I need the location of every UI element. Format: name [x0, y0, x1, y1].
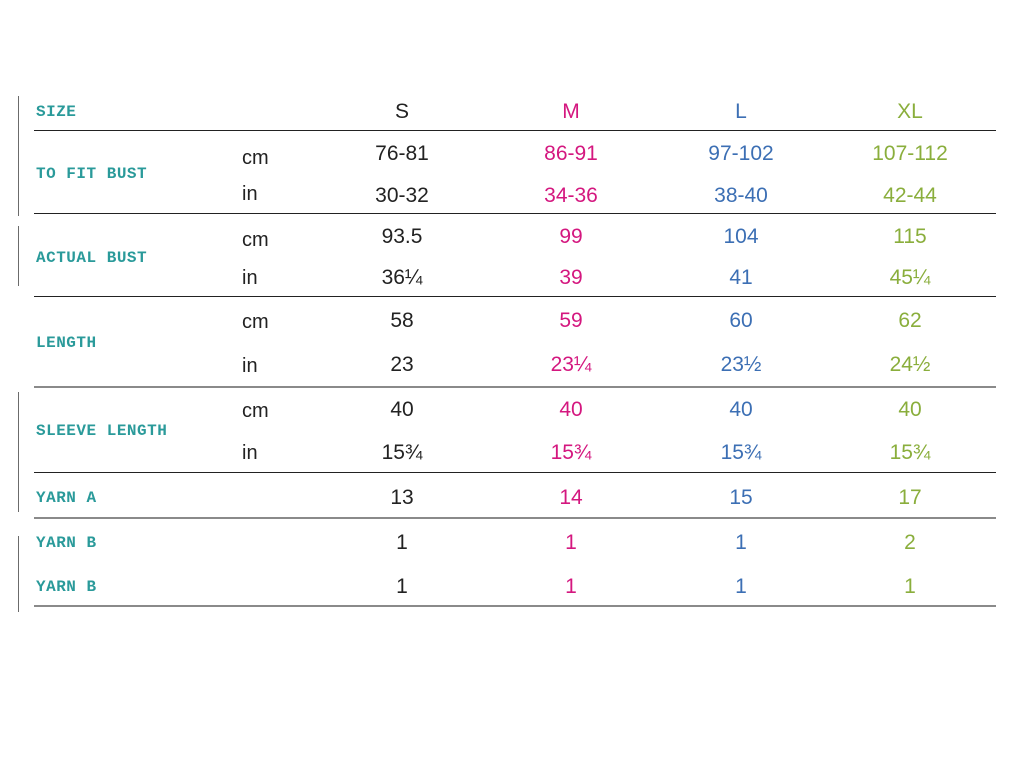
cell: 104	[723, 225, 759, 248]
actual-bust-label: ACTUAL BUST	[36, 249, 148, 267]
cell: 1	[396, 531, 408, 554]
cell: 24½	[889, 353, 931, 376]
yarn-a-label: YARN A	[36, 489, 97, 507]
left-edge-mark	[18, 96, 19, 216]
cell: 23½	[720, 353, 762, 376]
unit-cm: cm	[242, 311, 269, 333]
row-divider	[34, 472, 996, 473]
cell: 115	[893, 225, 927, 248]
cell: 59	[559, 309, 583, 332]
cell: 93.5	[381, 225, 423, 248]
cell: 76-81	[375, 142, 429, 165]
cell: 42-44	[883, 184, 937, 207]
to-fit-bust-label: TO FIT BUST	[36, 165, 148, 183]
cell: 86-91	[544, 142, 598, 165]
cell: 97-102	[708, 142, 774, 165]
cell: 2	[904, 531, 916, 554]
length-label: LENGTH	[36, 334, 97, 352]
cell: 23	[390, 353, 414, 376]
left-edge-mark	[18, 536, 19, 612]
cell: 14	[559, 486, 583, 509]
unit-in: in	[242, 442, 258, 464]
yarn-b-label: YARN B	[36, 578, 97, 596]
cell: 41	[729, 266, 753, 289]
cell: 99	[559, 225, 583, 248]
cell: 40	[390, 398, 414, 421]
cell: 34-36	[544, 184, 598, 207]
yarn-b-label: YARN B	[36, 534, 97, 552]
cell: 1	[904, 575, 916, 598]
cell: 15¾	[381, 441, 423, 464]
cell: 15¾	[889, 441, 931, 464]
sleeve-length-label: SLEEVE LENGTH	[36, 422, 168, 440]
cell: 36¼	[381, 266, 423, 289]
cell: 17	[898, 486, 922, 509]
cell: 40	[729, 398, 753, 421]
row-divider	[34, 213, 996, 214]
cell: 15¾	[550, 441, 592, 464]
size-l-header: L	[735, 100, 747, 123]
unit-in: in	[242, 267, 258, 289]
cell: 39	[559, 266, 583, 289]
cell: 38-40	[714, 184, 768, 207]
cell: 1	[565, 575, 577, 598]
cell: 15	[729, 486, 753, 509]
cell: 60	[729, 309, 753, 332]
cell: 45¼	[889, 266, 931, 289]
cell: 30-32	[375, 184, 429, 207]
cell: 40	[898, 398, 922, 421]
left-edge-mark	[18, 226, 19, 286]
unit-cm: cm	[242, 400, 269, 422]
size-s-header: S	[394, 100, 409, 123]
cell: 13	[390, 486, 414, 509]
cell: 1	[396, 575, 408, 598]
row-divider	[34, 130, 996, 131]
row-divider	[34, 386, 996, 388]
row-divider	[34, 605, 996, 607]
unit-in: in	[242, 355, 258, 377]
row-divider	[34, 296, 996, 297]
size-header-label: SIZE	[36, 103, 77, 121]
cell: 15¾	[720, 441, 762, 464]
cell: 1	[735, 575, 747, 598]
size-m-header: M	[562, 100, 580, 123]
unit-cm: cm	[242, 229, 269, 251]
cell: 1	[565, 531, 577, 554]
row-divider	[34, 517, 996, 519]
left-edge-mark	[18, 392, 19, 512]
cell: 107-112	[872, 142, 948, 165]
cell: 58	[390, 309, 414, 332]
cell: 62	[898, 309, 922, 332]
size-xl-header: XL	[897, 100, 923, 123]
cell: 40	[559, 398, 583, 421]
cell: 1	[735, 531, 747, 554]
cell: 23¼	[550, 353, 592, 376]
unit-cm: cm	[242, 147, 269, 169]
unit-in: in	[242, 183, 258, 205]
